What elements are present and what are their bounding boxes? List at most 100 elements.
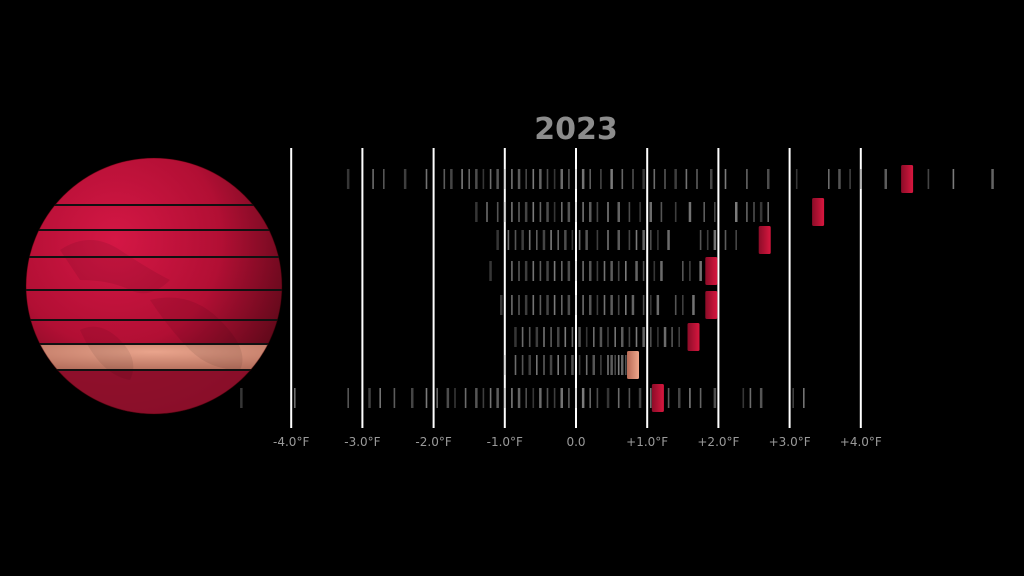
history-mark [589,261,592,281]
history-mark [674,169,677,189]
history-mark [952,169,955,189]
history-mark [561,295,563,315]
data-bands [240,165,994,412]
history-mark [650,295,652,315]
history-mark [585,355,588,375]
history-mark [496,230,499,250]
history-mark [699,388,702,408]
history-mark [568,388,570,408]
history-mark [713,388,717,408]
history-mark [596,388,599,408]
x-tick-label: -4.0°F [273,435,309,449]
history-mark [593,327,595,347]
history-mark [642,295,645,315]
history-mark [749,388,752,408]
history-mark [567,202,571,222]
history-mark [617,261,620,281]
history-mark [699,230,702,250]
history-mark [446,388,450,408]
history-mark [571,230,574,250]
history-mark [600,355,602,375]
history-mark [553,388,556,408]
history-mark [617,295,620,315]
history-mark [521,327,524,347]
history-mark [617,230,620,250]
history-mark [603,295,606,315]
band-row [514,323,700,351]
history-mark [539,295,542,315]
history-mark [575,169,577,189]
history-mark [571,327,574,347]
history-mark [486,202,488,222]
history-mark [436,388,438,408]
history-mark [610,295,613,315]
history-mark [524,261,528,281]
history-mark [550,230,552,250]
history-mark [746,169,748,189]
history-mark [664,169,666,189]
history-mark [518,295,520,315]
history-mark [589,202,592,222]
history-mark [517,169,521,189]
history-mark [575,261,577,281]
history-mark [767,202,769,222]
history-mark [294,388,296,408]
history-mark [240,388,243,408]
history-mark [650,327,652,347]
history-mark [607,202,609,222]
history-mark [614,355,616,375]
globe-icon [25,157,283,415]
history-mark [795,169,798,189]
history-mark [628,230,631,250]
chart-title: 2023 [534,112,618,147]
history-mark [617,388,620,408]
history-mark [585,327,588,347]
history-mark [518,202,520,222]
history-mark [489,261,492,281]
history-mark [557,327,560,347]
history-mark [489,169,492,189]
history-mark [625,295,627,315]
history-mark [557,230,559,250]
history-mark [564,327,567,347]
history-mark [425,388,428,408]
history-mark [585,230,588,250]
history-mark [639,202,641,222]
history-mark [503,202,507,222]
history-mark [568,169,570,189]
history-mark [578,230,581,250]
history-mark [561,261,563,281]
history-mark [582,295,584,315]
history-mark [663,327,667,347]
history-mark [346,169,350,189]
x-tick-label: +2.0°F [697,435,739,449]
history-mark [689,388,691,408]
history-mark [678,388,681,408]
history-mark [667,230,670,250]
history-mark [575,202,577,222]
history-mark [724,230,727,250]
history-mark [468,169,470,189]
history-mark [504,388,506,408]
history-mark [539,169,542,189]
history-mark [496,169,499,189]
history-mark [368,388,371,408]
history-mark [543,355,545,375]
history-mark [706,230,709,250]
history-mark [564,230,567,250]
history-mark [475,388,478,408]
history-mark [532,169,535,189]
x-axis: -4.0°F -3.0°F -2.0°F -1.0°F 0.0 +1.0°F +2.0°F +… [273,435,882,449]
history-mark [650,230,652,250]
x-tick-label: 0.0 [566,435,585,449]
history-mark [596,230,599,250]
history-mark [927,169,930,189]
history-mark [532,202,535,222]
history-mark [535,327,539,347]
history-mark [628,388,631,408]
history-mark [567,261,571,281]
history-mark [511,295,513,315]
history-mark [621,169,624,189]
history-mark [596,261,599,281]
